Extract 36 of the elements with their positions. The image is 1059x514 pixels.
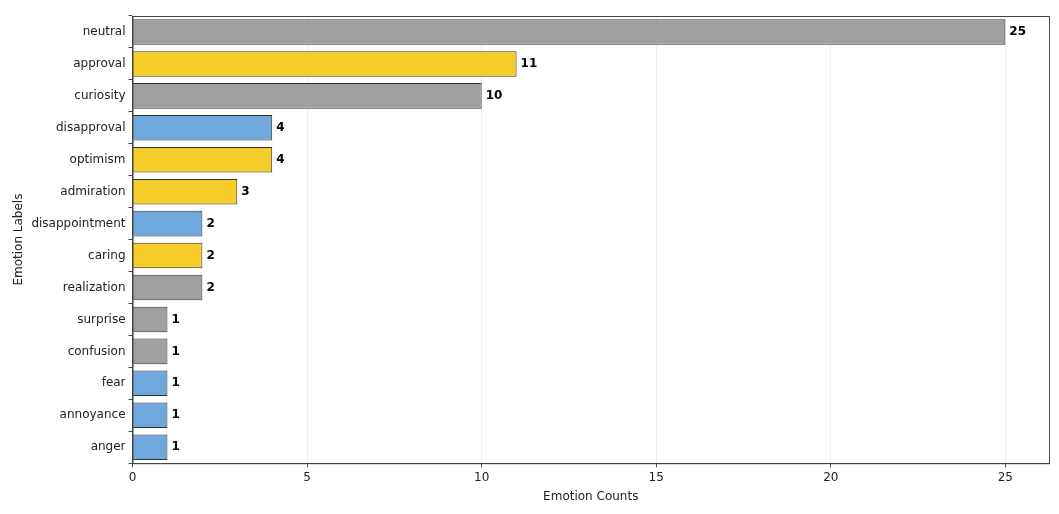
y-tick-label: disappointment bbox=[31, 215, 126, 230]
y-tick-label: optimism bbox=[69, 151, 126, 166]
data-label: 2 bbox=[206, 247, 215, 262]
x-tick-label: 5 bbox=[303, 469, 311, 484]
data-label: 1 bbox=[171, 439, 180, 454]
x-tick-label: 10 bbox=[474, 469, 490, 484]
x-tick-label: 15 bbox=[648, 469, 664, 484]
y-tick-label: disapproval bbox=[55, 119, 126, 134]
x-tick-label: 25 bbox=[997, 469, 1013, 484]
y-tick-label: neutral bbox=[82, 24, 126, 39]
y-tick-label: confusion bbox=[67, 343, 126, 358]
y-tick-label: surprise bbox=[77, 311, 126, 326]
x-axis-title: Emotion Counts bbox=[543, 488, 639, 503]
data-label: 4 bbox=[276, 119, 285, 134]
y-tick-label: anger bbox=[90, 439, 126, 454]
y-tick-label: admiration bbox=[60, 183, 126, 198]
y-tick-label: approval bbox=[73, 56, 126, 71]
data-label: 4 bbox=[276, 151, 285, 166]
data-label: 3 bbox=[241, 183, 250, 198]
data-label: 25 bbox=[1009, 24, 1027, 39]
data-label: 10 bbox=[485, 87, 503, 102]
data-label: 2 bbox=[206, 279, 215, 294]
y-axis-title: Emotion Labels bbox=[11, 193, 26, 286]
data-label: 11 bbox=[520, 56, 538, 71]
data-label: 1 bbox=[171, 311, 180, 326]
y-tick-label: annoyance bbox=[59, 407, 126, 422]
y-tick-label: fear bbox=[101, 375, 126, 390]
x-tick-label: 20 bbox=[823, 469, 839, 484]
data-label: 1 bbox=[171, 343, 180, 358]
data-label: 2 bbox=[206, 215, 215, 230]
y-tick-label: curiosity bbox=[74, 87, 126, 102]
x-tick-label: 0 bbox=[128, 469, 137, 484]
data-label: 1 bbox=[171, 407, 180, 422]
y-tick-label: realization bbox=[62, 279, 126, 294]
y-tick-label: caring bbox=[88, 247, 126, 262]
data-label: 1 bbox=[171, 375, 180, 390]
